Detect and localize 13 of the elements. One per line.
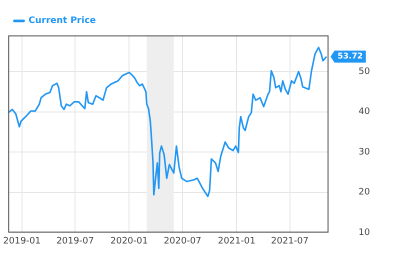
x-tick-label: 2019-07 [56,236,94,246]
x-tick-label: 2021-01 [218,236,256,246]
x-tick-label: 2021-07 [270,236,309,246]
y-tick-label: 10 [358,228,370,238]
y-tick-label: 30 [358,147,370,158]
data-label: 53.72 [338,52,363,61]
legend-label: Current Price [28,16,96,26]
y-tick-label: 20 [358,188,370,198]
x-tick-label: 2020-01 [110,236,148,246]
x-tick-label: 2020-07 [164,236,202,246]
y-tick-label: 40 [358,107,370,118]
y-tick-label: 50 [358,66,370,77]
x-tick-label: 2019-01 [3,236,41,246]
